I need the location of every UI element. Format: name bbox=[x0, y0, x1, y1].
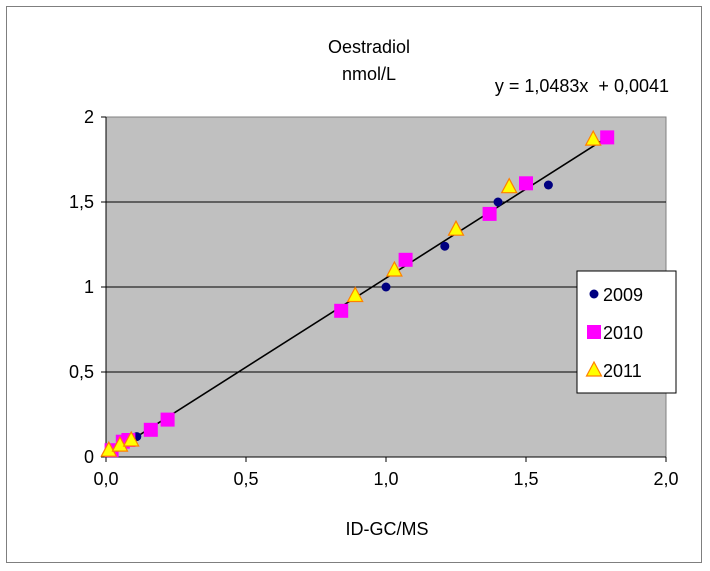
data-point-2011 bbox=[385, 260, 403, 277]
legend-marker-2011 bbox=[585, 360, 603, 377]
legend-label-2010: 2010 bbox=[603, 323, 643, 343]
legend-label-2009: 2009 bbox=[603, 285, 643, 305]
x-tick-label: 1,0 bbox=[373, 469, 398, 489]
x-tick-label: 0,5 bbox=[233, 469, 258, 489]
data-point-2009 bbox=[440, 241, 450, 251]
chart-subtitle: nmol/L bbox=[342, 64, 396, 84]
y-tick-label: 0,5 bbox=[69, 362, 94, 382]
data-point-2010 bbox=[519, 176, 533, 191]
data-point-2010 bbox=[398, 252, 413, 267]
y-tick-label: 0 bbox=[84, 447, 94, 467]
legend-marker-2010 bbox=[587, 325, 601, 339]
oestradiol-scatter-chart: 0 0,5 1 1,5 2 0,0 0,5 1,0 1,5 2,0 Oestradiol nmol… bbox=[69, 37, 679, 539]
legend: 2009 2010 2011 bbox=[576, 270, 677, 394]
data-point-2011 bbox=[111, 435, 129, 452]
data-point-2011 bbox=[447, 219, 465, 236]
data-point-2009 bbox=[543, 180, 553, 190]
data-point-2009 bbox=[381, 282, 391, 292]
data-point-2010 bbox=[143, 422, 158, 437]
y-tick-label: 2 bbox=[84, 107, 94, 127]
y-tick-label: 1 bbox=[84, 277, 94, 297]
chart-frame: 0 0,5 1 1,5 2 0,0 0,5 1,0 1,5 2,0 Oestradiol nmol… bbox=[6, 6, 702, 563]
legend-marker-2009 bbox=[589, 289, 599, 299]
x-tick-label: 1,5 bbox=[513, 469, 538, 489]
trendline-equation: y = 1,0483x + 0,0041 bbox=[495, 76, 669, 96]
data-point-2011 bbox=[500, 177, 518, 194]
x-tick-label: 2,0 bbox=[653, 469, 678, 489]
chart-title: Oestradiol bbox=[328, 37, 410, 57]
data-point-2011 bbox=[122, 430, 140, 447]
data-point-2010 bbox=[600, 130, 615, 145]
x-axis-label: ID-GC/MS bbox=[346, 519, 429, 539]
data-point-2010 bbox=[334, 303, 349, 318]
plot-area: 0 0,5 1 1,5 2 0,0 0,5 1,0 1,5 2,0 bbox=[69, 107, 679, 489]
data-point-2010 bbox=[482, 206, 497, 221]
data-point-2011 bbox=[346, 286, 364, 303]
legend-label-2011: 2011 bbox=[603, 361, 642, 381]
x-tick-label: 0,0 bbox=[93, 469, 118, 489]
data-point-2010 bbox=[160, 412, 175, 427]
data-point-2011 bbox=[584, 129, 602, 146]
data-point-2009 bbox=[493, 197, 503, 207]
y-tick-label: 1,5 bbox=[69, 192, 94, 212]
data-point-2011 bbox=[100, 440, 118, 457]
